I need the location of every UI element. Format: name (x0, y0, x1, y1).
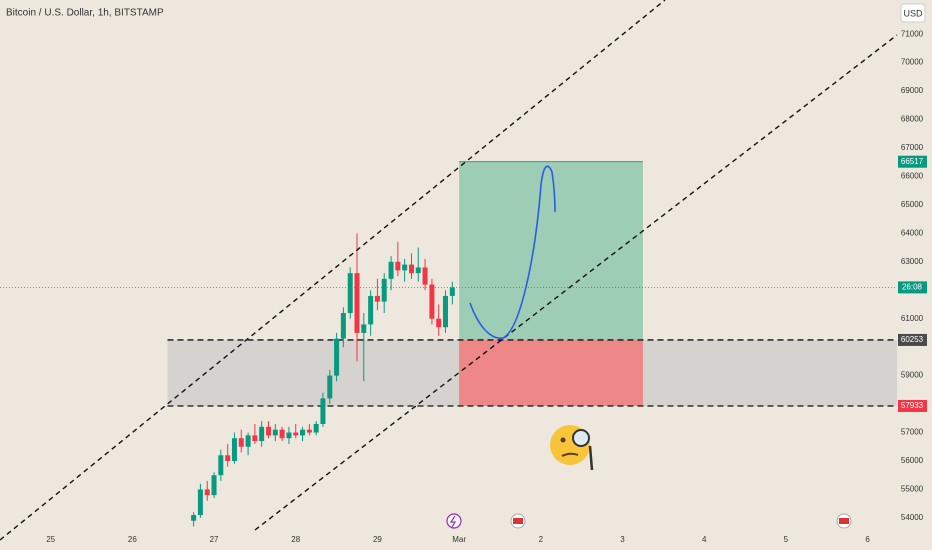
y-tick-label: 65000 (901, 200, 924, 209)
level-label-box (898, 333, 927, 346)
candle-body (300, 429, 306, 436)
candle-body (266, 426, 272, 436)
candle-body (204, 489, 210, 496)
event-icons (446, 513, 852, 529)
candle-body (306, 429, 312, 433)
candle-body (252, 435, 258, 442)
candle-body (191, 515, 197, 521)
candle-body (408, 264, 414, 274)
hand-drawn-arrow (469, 165, 556, 339)
candle-body (422, 267, 428, 285)
candle-body (436, 318, 442, 328)
candle-body (293, 432, 299, 436)
candle-body (388, 261, 394, 279)
chart-title: Bitcoin / U.S. Dollar, 1h, BITSTAMP (6, 8, 164, 19)
target-area (459, 161, 643, 340)
candle-body (211, 475, 217, 496)
candle-body (381, 278, 387, 302)
candle-body (245, 435, 251, 447)
y-tick-label: 67000 (901, 143, 924, 152)
level-label-box (898, 399, 927, 412)
candle-body (279, 429, 285, 439)
candle-body (442, 295, 448, 328)
y-tick-label: 64000 (901, 228, 924, 237)
currency-button[interactable] (900, 3, 926, 23)
level-label: 57933 (901, 401, 924, 410)
level-label: 60253 (901, 335, 924, 344)
x-tick-label: 2 (539, 535, 544, 544)
countdown-label: 26:08 (902, 283, 923, 292)
candle-body (368, 295, 374, 325)
x-tick-label: 29 (373, 535, 382, 544)
channel-upper (0, 0, 666, 541)
candle-body (218, 455, 224, 476)
x-tick-label: 25 (46, 535, 55, 544)
x-tick-label: Mar (452, 535, 466, 544)
candle-body (415, 267, 421, 274)
y-tick-label: 69000 (901, 86, 924, 95)
price-label-box (898, 281, 927, 294)
channel-lower (254, 34, 898, 531)
candle-body (327, 375, 333, 399)
x-tick-label: 27 (210, 535, 219, 544)
candle-body (361, 324, 367, 333)
y-tick-label: 68000 (901, 115, 924, 124)
emoji (550, 425, 594, 471)
x-tick-label: 6 (865, 535, 870, 544)
y-tick-label: 55000 (901, 485, 924, 494)
candle-body (313, 423, 319, 433)
y-tick-label: 61000 (901, 314, 924, 323)
x-tick-label: 28 (291, 535, 300, 544)
y-tick-label: 63000 (901, 257, 924, 266)
y-tick-label: 71000 (901, 29, 924, 38)
candle-body (354, 273, 360, 333)
candle-body (334, 338, 340, 376)
y-tick-label: 54000 (901, 513, 924, 522)
x-tick-label: 4 (702, 535, 707, 544)
y-tick-label: 59000 (901, 371, 924, 380)
candle-body (449, 287, 455, 296)
stop-area (459, 339, 643, 406)
candle-body (429, 284, 435, 319)
x-tick-label: 5 (784, 535, 789, 544)
candle-body (286, 432, 292, 439)
candle-body (231, 438, 237, 461)
candle-body (225, 455, 231, 461)
candle-body (340, 313, 346, 339)
candle-body (347, 273, 353, 314)
x-tick-label: 3 (620, 535, 625, 544)
candle-body (238, 438, 244, 447)
level-label: 66517 (901, 157, 924, 166)
y-tick-label: 57000 (901, 428, 924, 437)
candle-body (402, 264, 408, 271)
candle-body (272, 429, 278, 436)
candle-body (259, 426, 265, 442)
currency-label[interactable]: USD (903, 8, 923, 18)
level-label-box (898, 155, 927, 168)
candle-body (395, 261, 401, 271)
y-tick-label: 56000 (901, 456, 924, 465)
candle-body (320, 398, 326, 424)
candle-body (374, 295, 380, 302)
y-tick-label: 70000 (901, 58, 924, 67)
y-tick-label: 66000 (901, 172, 924, 181)
candle-body (197, 489, 203, 516)
x-tick-label: 26 (128, 535, 137, 544)
